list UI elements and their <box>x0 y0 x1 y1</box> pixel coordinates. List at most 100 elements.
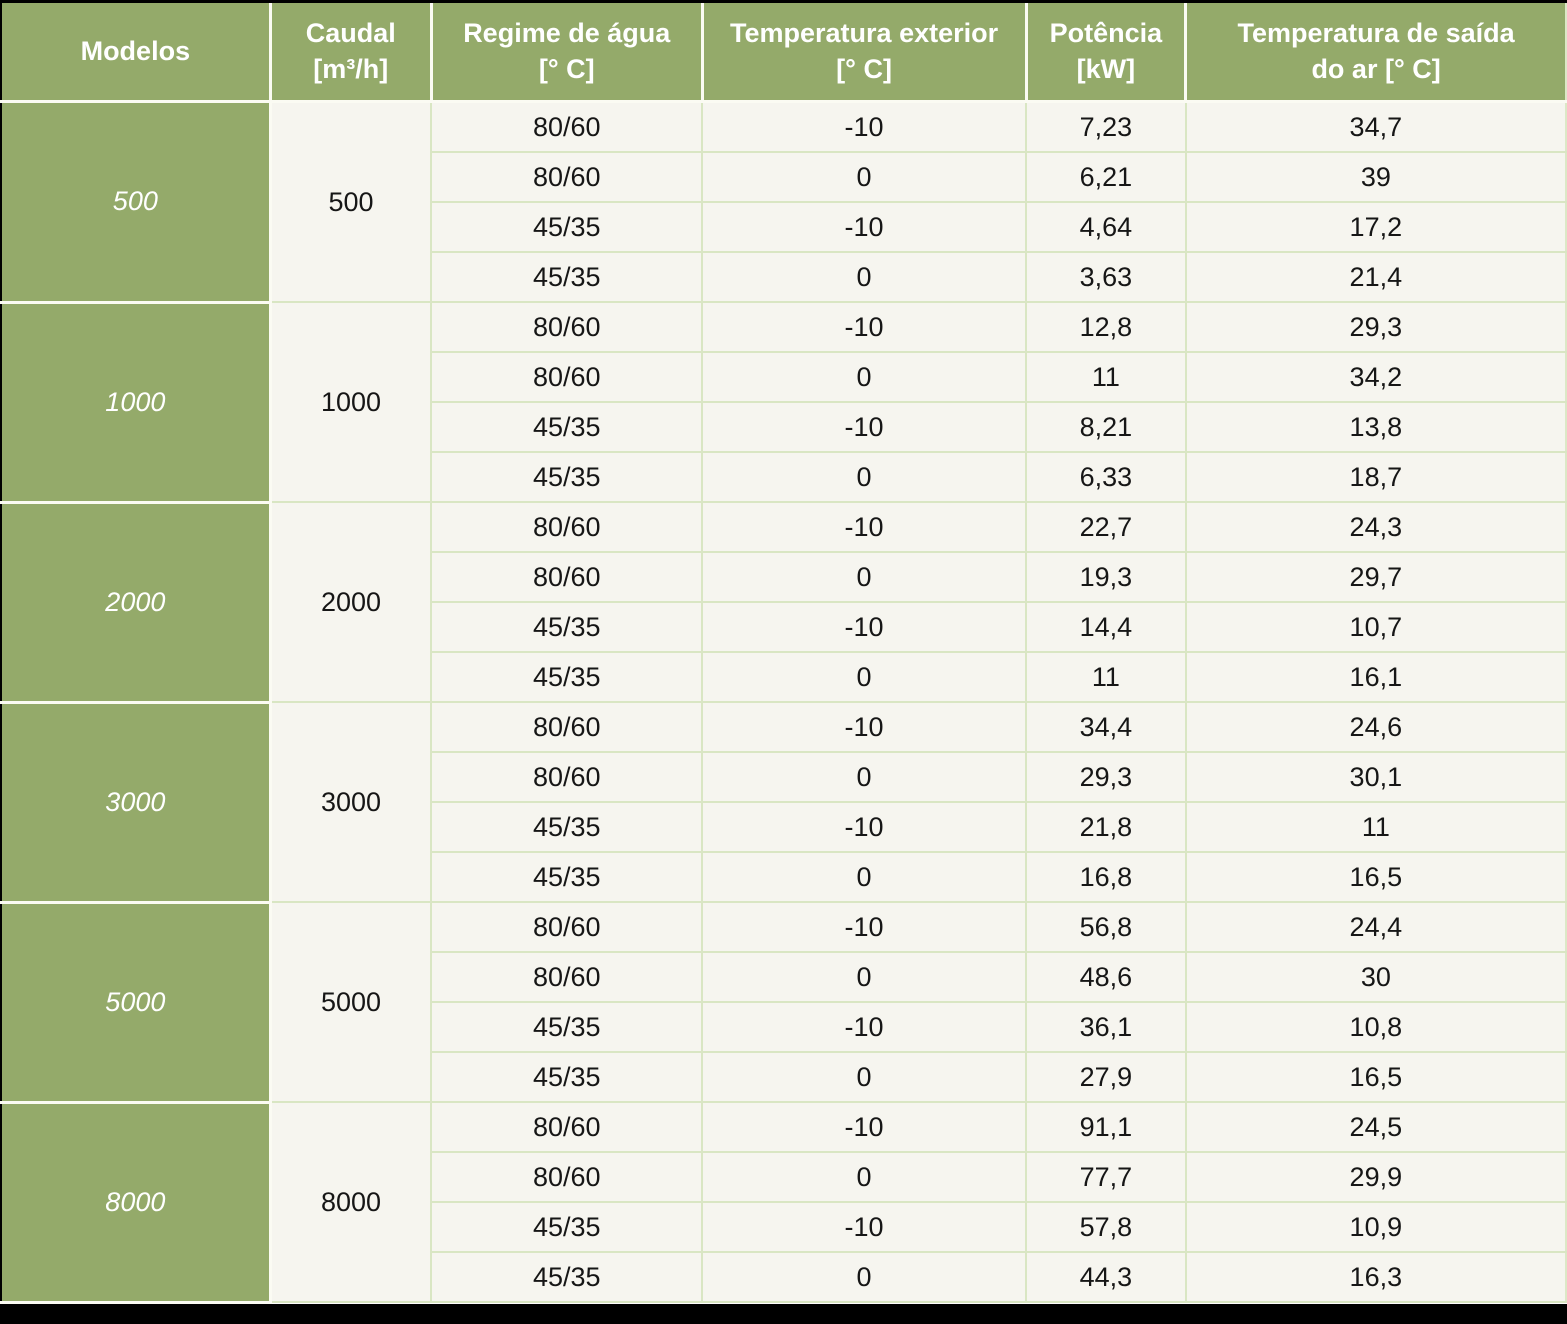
temperatura-saida-cell: 17,2 <box>1185 202 1567 253</box>
caudal-cell: 1000 <box>270 302 433 503</box>
temperatura-exterior-cell: -10 <box>702 202 1028 253</box>
potencia-cell: 36,1 <box>1026 1002 1187 1053</box>
table-row: 45/35 -10 36,1 10,8 <box>1 1002 1567 1053</box>
temperatura-saida-cell: 24,3 <box>1185 502 1567 553</box>
temperatura-exterior-cell: 0 <box>702 1052 1028 1103</box>
caudal-cell: 500 <box>270 101 433 303</box>
table-row: 5000 5000 80/60 -10 56,8 24,4 <box>1 902 1567 1104</box>
potencia-cell: 14,4 <box>1026 602 1187 653</box>
col-header-line1: Potência <box>1049 17 1163 48</box>
temperatura-exterior-cell: -10 <box>702 1102 1028 1153</box>
temperatura-exterior-cell: -10 <box>702 101 1028 153</box>
col-header-temperatura-saida: Temperatura de saída do ar [° C] <box>1185 3 1567 103</box>
regime-agua-cell: 45/35 <box>431 1202 704 1253</box>
temperatura-saida-cell: 29,7 <box>1185 552 1567 603</box>
regime-agua-cell: 80/60 <box>431 502 704 553</box>
regime-agua-cell: 80/60 <box>431 101 704 153</box>
table-row: 80/60 0 29,3 30,1 <box>1 752 1567 803</box>
table-row: 2000 2000 80/60 -10 22,7 24,3 <box>1 502 1567 704</box>
model-cell: 1000 <box>1 302 272 504</box>
temperatura-saida-cell: 16,1 <box>1185 652 1567 703</box>
table-row: 45/35 0 44,3 16,3 <box>1 1252 1567 1303</box>
potencia-cell: 29,3 <box>1026 752 1187 803</box>
model-cell: 5000 <box>1 902 272 1104</box>
header-row: Modelos Caudal [m³/h] Regime de água [° … <box>1 3 1567 103</box>
temperatura-saida-cell: 39 <box>1185 152 1567 203</box>
regime-agua-cell: 45/35 <box>431 1002 704 1053</box>
potencia-cell: 21,8 <box>1026 802 1187 853</box>
temperatura-saida-cell: 29,3 <box>1185 302 1567 353</box>
table-row: 45/35 0 11 16,1 <box>1 652 1567 703</box>
col-header-line2: [° C] <box>538 53 595 84</box>
table-row: 1000 1000 80/60 -10 12,8 29,3 <box>1 302 1567 504</box>
model-cell: 500 <box>1 101 272 304</box>
regime-agua-cell: 45/35 <box>431 1052 704 1103</box>
temperatura-exterior-cell: -10 <box>702 502 1028 553</box>
table-row: 80/60 0 77,7 29,9 <box>1 1152 1567 1203</box>
temperatura-exterior-cell: 0 <box>702 1152 1028 1203</box>
table-row: 45/35 0 16,8 16,5 <box>1 852 1567 903</box>
potencia-cell: 48,6 <box>1026 952 1187 1003</box>
regime-agua-cell: 80/60 <box>431 952 704 1003</box>
col-header-caudal: Caudal [m³/h] <box>270 3 433 103</box>
col-header-line1: Temperatura exterior <box>730 17 999 48</box>
table-row: 45/35 -10 8,21 13,8 <box>1 402 1567 453</box>
potencia-cell: 11 <box>1026 652 1187 703</box>
temperatura-saida-cell: 30,1 <box>1185 752 1567 803</box>
temperatura-saida-cell: 24,4 <box>1185 902 1567 953</box>
col-header-line2: do ar [° C] <box>1311 53 1441 84</box>
temperatura-exterior-cell: 0 <box>702 452 1028 503</box>
table-row: 45/35 -10 57,8 10,9 <box>1 1202 1567 1253</box>
caudal-cell: 8000 <box>270 1102 433 1303</box>
temperatura-saida-cell: 11 <box>1185 802 1567 853</box>
temperatura-exterior-cell: 0 <box>702 1252 1028 1303</box>
col-header-line2: [kW] <box>1076 53 1136 84</box>
table-row: 80/60 0 11 34,2 <box>1 352 1567 403</box>
col-header-line2: [° C] <box>836 53 892 84</box>
potencia-cell: 3,63 <box>1026 252 1187 303</box>
potencia-cell: 56,8 <box>1026 902 1187 953</box>
bottom-black-edge <box>0 1303 1567 1324</box>
col-header-line1: Caudal <box>305 17 396 48</box>
caudal-cell: 5000 <box>270 902 433 1103</box>
col-header-temperatura-exterior: Temperatura exterior [° C] <box>702 3 1028 103</box>
potencia-cell: 19,3 <box>1026 552 1187 603</box>
temperatura-saida-cell: 16,5 <box>1185 1052 1567 1103</box>
table-row: 45/35 0 6,33 18,7 <box>1 452 1567 503</box>
temperatura-saida-cell: 24,6 <box>1185 702 1567 753</box>
temperatura-exterior-cell: 0 <box>702 852 1028 903</box>
regime-agua-cell: 45/35 <box>431 1252 704 1303</box>
temperatura-exterior-cell: 0 <box>702 152 1028 203</box>
col-header-line1: Regime de água <box>463 17 671 48</box>
temperatura-exterior-cell: -10 <box>702 302 1028 353</box>
temperatura-saida-cell: 29,9 <box>1185 1152 1567 1203</box>
regime-agua-cell: 80/60 <box>431 352 704 403</box>
table-row: 80/60 0 6,21 39 <box>1 152 1567 203</box>
model-cell: 8000 <box>1 1102 272 1304</box>
temperatura-exterior-cell: -10 <box>702 902 1028 953</box>
col-header-line1: Modelos <box>80 35 191 66</box>
regime-agua-cell: 80/60 <box>431 752 704 803</box>
temperatura-saida-cell: 18,7 <box>1185 452 1567 503</box>
potencia-cell: 4,64 <box>1026 202 1187 253</box>
col-header-potencia: Potência [kW] <box>1026 3 1188 103</box>
temperatura-exterior-cell: 0 <box>702 752 1028 803</box>
table-row: 45/35 -10 14,4 10,7 <box>1 602 1567 653</box>
temperatura-saida-cell: 16,3 <box>1185 1252 1567 1303</box>
temperatura-exterior-cell: -10 <box>702 702 1028 753</box>
regime-agua-cell: 80/60 <box>431 552 704 603</box>
table-row: 80/60 0 48,6 30 <box>1 952 1567 1003</box>
temperatura-exterior-cell: -10 <box>702 602 1028 653</box>
potencia-cell: 6,33 <box>1026 452 1187 503</box>
regime-agua-cell: 80/60 <box>431 702 704 753</box>
potencia-cell: 91,1 <box>1026 1102 1187 1153</box>
caudal-cell: 3000 <box>270 702 433 903</box>
regime-agua-cell: 45/35 <box>431 602 704 653</box>
col-header-line1: Temperatura de saída <box>1237 17 1515 48</box>
temperatura-exterior-cell: 0 <box>702 352 1028 403</box>
temperatura-saida-cell: 10,9 <box>1185 1202 1567 1253</box>
regime-agua-cell: 80/60 <box>431 152 704 203</box>
potencia-cell: 27,9 <box>1026 1052 1187 1103</box>
caudal-cell: 2000 <box>270 502 433 703</box>
